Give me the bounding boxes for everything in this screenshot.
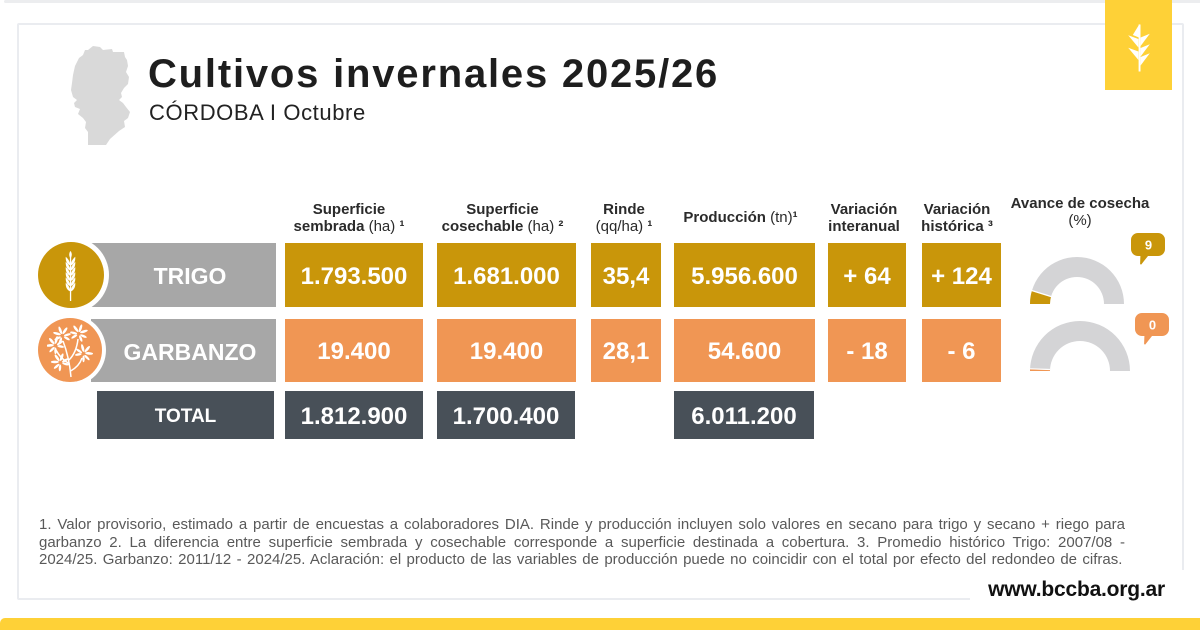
svg-text:9: 9 bbox=[1145, 238, 1152, 253]
svg-text:0: 0 bbox=[1149, 318, 1156, 333]
